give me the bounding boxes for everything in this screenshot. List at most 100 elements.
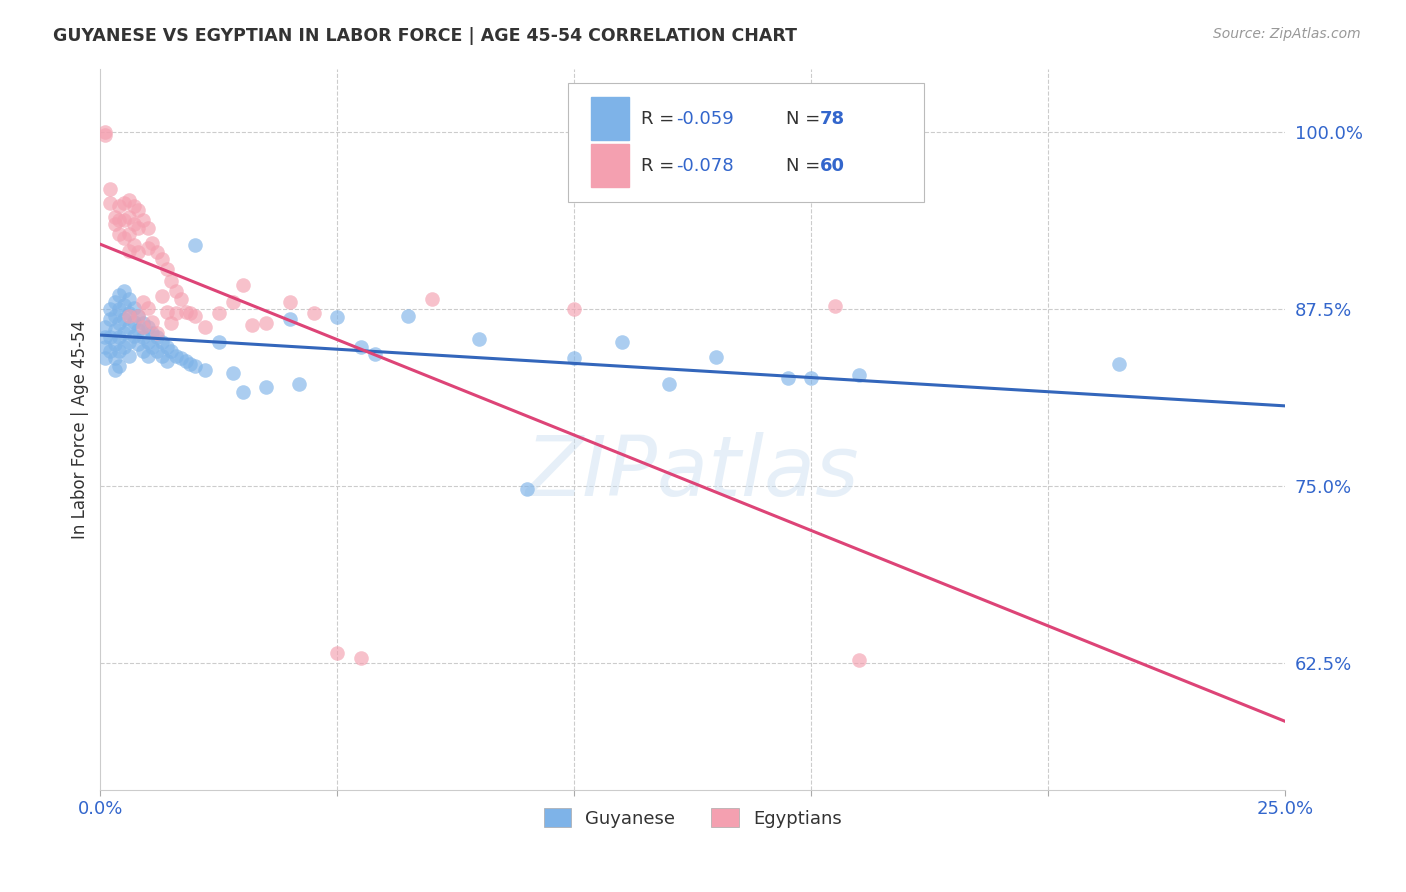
Text: N =: N = [786,157,827,175]
Point [146,245,169,260]
Point [136,301,159,315]
Point [136,349,159,363]
Point [136,221,159,235]
Point [288,376,311,391]
Point [231,385,253,400]
Point [194,363,217,377]
Text: Source: ZipAtlas.com: Source: ZipAtlas.com [1213,27,1361,41]
Point [118,210,141,224]
Point [103,210,125,224]
Point [103,337,125,351]
Text: N =: N = [786,110,827,128]
Point [562,351,585,366]
Point [103,309,125,323]
Point [98,344,121,359]
Point [94,351,117,366]
Point [118,334,141,349]
Point [103,351,125,366]
Point [658,376,681,391]
Point [132,316,155,330]
Point [302,306,325,320]
Point [231,277,253,292]
Point [150,349,173,363]
Point [94,330,117,344]
Point [118,227,141,241]
Point [127,221,149,235]
Point [516,482,538,496]
Point [103,323,125,337]
Point [122,329,145,343]
FancyBboxPatch shape [591,97,628,140]
Point [118,349,141,363]
Point [136,320,159,334]
FancyBboxPatch shape [591,145,628,186]
Point [118,309,141,323]
Point [112,284,135,298]
Point [98,195,121,210]
Point [562,301,585,316]
FancyBboxPatch shape [568,83,924,202]
Point [146,344,169,359]
Point [776,371,799,385]
Point [108,316,131,330]
Y-axis label: In Labor Force | Age 45-54: In Labor Force | Age 45-54 [72,319,89,539]
Point [150,252,173,267]
Point [118,320,141,334]
Point [222,294,245,309]
Point [108,288,131,302]
Text: R =: R = [641,110,679,128]
Point [98,311,121,326]
Point [122,199,145,213]
Point [222,366,245,380]
Point [326,646,349,660]
Point [170,351,193,366]
Point [132,320,155,334]
Point [165,284,187,298]
Point [160,274,183,288]
Point [127,309,149,323]
Point [278,294,301,309]
Point [112,212,135,227]
Point [156,262,179,277]
Point [254,380,277,394]
Point [94,125,117,139]
Point [132,212,155,227]
Point [127,309,149,323]
Point [194,320,217,334]
Point [98,330,121,344]
Point [156,305,179,319]
Point [174,354,197,368]
Point [108,301,131,316]
Text: GUYANESE VS EGYPTIAN IN LABOR FORCE | AGE 45-54 CORRELATION CHART: GUYANESE VS EGYPTIAN IN LABOR FORCE | AG… [53,27,797,45]
Point [136,334,159,349]
Point [112,195,135,210]
Point [118,244,141,258]
Point [150,334,173,349]
Point [170,292,193,306]
Point [848,368,870,383]
Legend: Guyanese, Egyptians: Guyanese, Egyptians [537,801,849,835]
Point [141,340,163,354]
Point [112,340,135,354]
Point [108,199,131,213]
Text: 78: 78 [820,110,845,128]
Point [179,306,201,320]
Point [1108,357,1130,371]
Point [150,289,173,303]
Point [156,354,179,368]
Point [184,359,207,373]
Point [165,306,187,320]
Point [118,306,141,320]
Point [160,316,183,330]
Point [179,357,201,371]
Point [118,193,141,207]
Point [122,217,145,231]
Point [326,310,349,325]
Point [98,182,121,196]
Point [141,235,163,250]
Point [396,309,419,323]
Point [112,326,135,340]
Point [146,330,169,344]
Point [800,371,823,385]
Point [132,294,155,309]
